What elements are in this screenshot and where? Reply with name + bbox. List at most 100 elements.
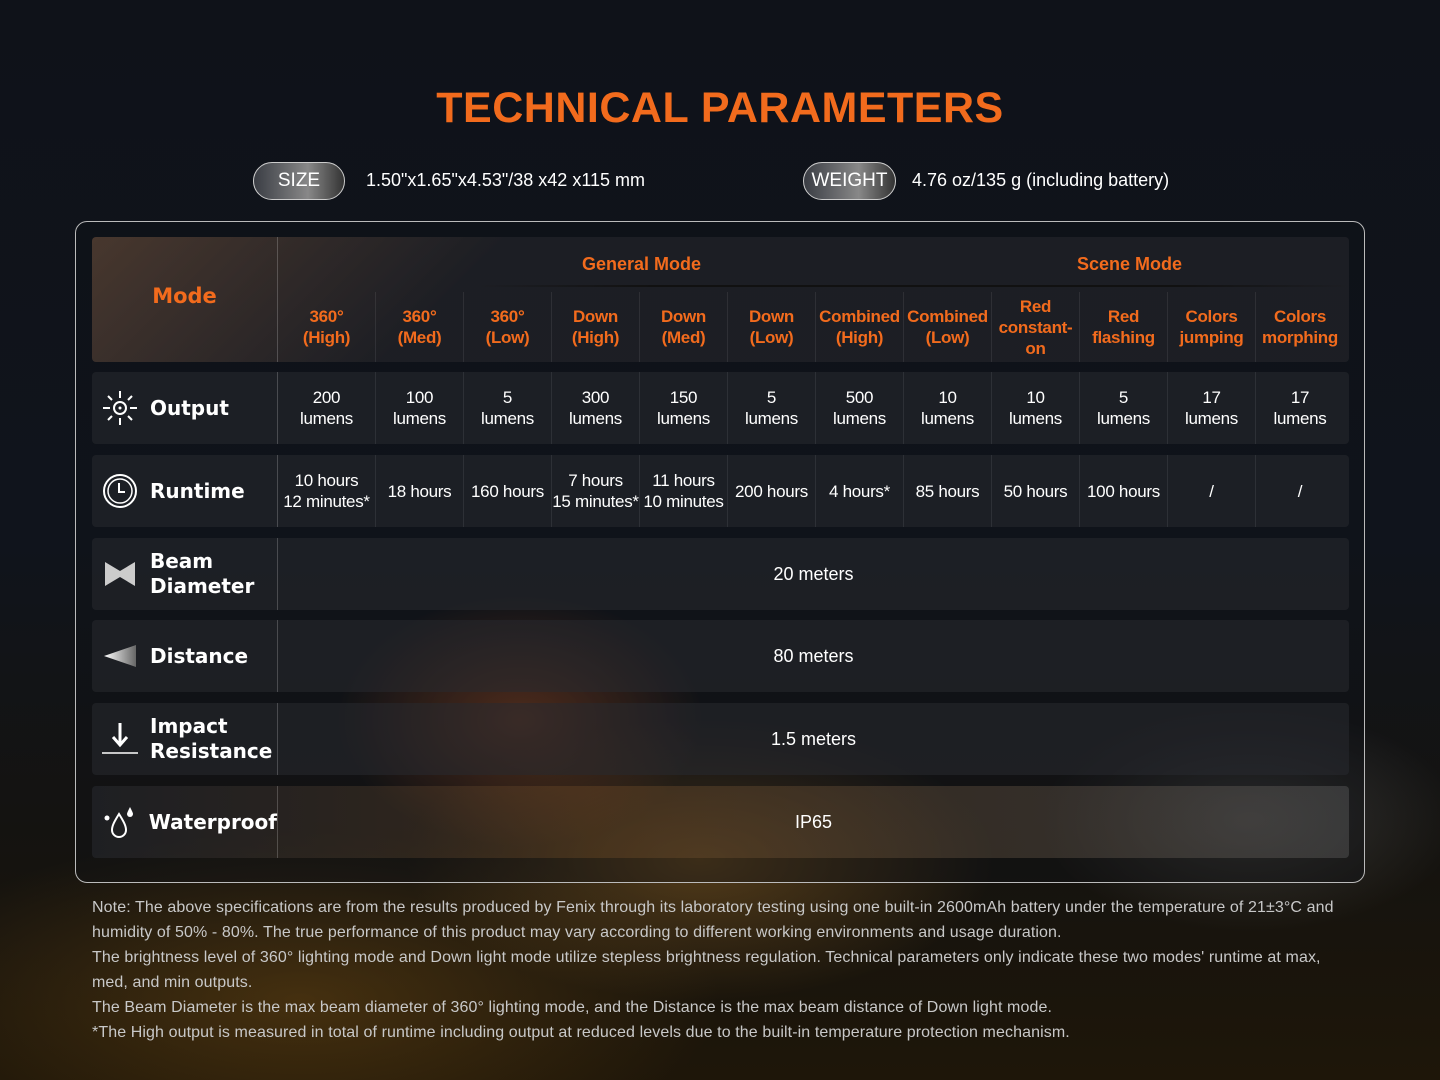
impact-value: 1.5 meters xyxy=(770,728,857,749)
output-cell: 5 lumens xyxy=(464,372,552,444)
runtime-cell-line: / xyxy=(1297,481,1303,501)
column-header: Red flashing xyxy=(1080,292,1168,362)
distance-label: Distance xyxy=(92,620,278,692)
column-header-line: Down xyxy=(660,307,707,326)
output-cell: 17 lumens xyxy=(1168,372,1256,444)
footnotes: Note: The above specifications are from … xyxy=(92,895,1352,1045)
clock-icon xyxy=(100,471,140,511)
output-cell-line: 5 xyxy=(766,388,777,407)
column-header-line: Down xyxy=(748,307,795,326)
output-cell-line: 10 xyxy=(1026,388,1045,407)
column-header-line: 360° xyxy=(309,307,344,326)
runtime-cell: 200 hours xyxy=(728,455,816,527)
column-header-line: (Low) xyxy=(749,328,794,347)
runtime-cell-line: 10 hours xyxy=(294,471,359,490)
beam-diameter-icon xyxy=(100,554,140,594)
output-cell: 300 lumens xyxy=(552,372,640,444)
runtime-cell-line: 15 minutes* xyxy=(552,492,639,511)
column-header: Down (High) xyxy=(552,292,640,362)
output-cell-line: 100 xyxy=(405,388,434,407)
runtime-label: Runtime xyxy=(92,455,278,527)
output-cell: 10 lumens xyxy=(992,372,1080,444)
output-cell: 5 lumens xyxy=(728,372,816,444)
output-cell-line: 17 xyxy=(1290,388,1310,407)
table-header: Mode General Mode Scene Mode 360° (High) 3… xyxy=(92,237,1349,362)
impact-label-line1: Impact xyxy=(150,714,228,738)
output-cell-line: lumens xyxy=(656,409,710,428)
output-cell-line: lumens xyxy=(920,409,974,428)
output-cell-line: 300 xyxy=(581,388,610,407)
output-cell-line: lumens xyxy=(568,409,622,428)
column-header-line: (Med) xyxy=(661,328,706,347)
runtime-cell-line: 200 hours xyxy=(735,481,808,501)
column-header: Colors morphing xyxy=(1256,292,1344,362)
output-cell-line: lumens xyxy=(1096,409,1150,428)
note-1: Note: The above specifications are from … xyxy=(92,899,1334,941)
runtime-cell-line: 7 hours xyxy=(568,471,623,490)
runtime-cell-line: 12 minutes* xyxy=(283,492,370,511)
output-cell-line: 5 xyxy=(1118,388,1129,407)
runtime-cell: 100 hours xyxy=(1080,455,1168,527)
runtime-cell-line: 10 minutes xyxy=(643,492,724,511)
output-cell-line: 200 xyxy=(312,388,341,407)
beam-label-line2: Diameter xyxy=(150,574,255,598)
output-cell-line: 500 xyxy=(845,388,874,407)
waterproof-label: Waterproof xyxy=(92,786,278,858)
runtime-cell: 11 hours 10 minutes xyxy=(640,455,728,527)
distance-label-text: Distance xyxy=(150,643,249,668)
output-label: Output xyxy=(92,372,278,444)
column-header: Combined (High) xyxy=(816,292,904,362)
runtime-cell-line: 4 hours* xyxy=(829,481,890,501)
runtime-cell: / xyxy=(1256,455,1344,527)
output-cell-line: lumens xyxy=(299,409,353,428)
beam-label-line1: Beam xyxy=(150,549,214,573)
output-cell-line: lumens xyxy=(744,409,798,428)
column-header-line: jumping xyxy=(1179,328,1244,347)
runtime-cell: 10 hours 12 minutes* xyxy=(278,455,376,527)
group-scene-mode: Scene Mode xyxy=(1077,254,1183,274)
runtime-cell: 4 hours* xyxy=(816,455,904,527)
row-runtime: Runtime 10 hours 12 minutes* 18 hours 160 h… xyxy=(92,455,1349,527)
output-cell-line: lumens xyxy=(480,409,534,428)
column-header: 360° (High) xyxy=(278,292,376,362)
runtime-cell: / xyxy=(1168,455,1256,527)
column-header-line: (Med) xyxy=(397,328,442,347)
column-header-line: (High) xyxy=(302,328,351,347)
column-header: Colors jumping xyxy=(1168,292,1256,362)
runtime-label-text: Runtime xyxy=(150,478,245,503)
runtime-cell: 7 hours 15 minutes* xyxy=(552,455,640,527)
runtime-cell-line: / xyxy=(1209,481,1214,501)
runtime-cell-line: 11 hours xyxy=(652,471,715,490)
row-output: Output 200 lumens 100 lumens 5 lumens 300 lumen… xyxy=(92,372,1349,444)
output-cell-line: lumens xyxy=(832,409,886,428)
runtime-cell: 18 hours xyxy=(376,455,464,527)
beam-value: 20 meters xyxy=(773,563,854,584)
runtime-cell-line: 50 hours xyxy=(1003,481,1068,501)
column-header: 360° (Med) xyxy=(376,292,464,362)
row-impact-resistance: Impact Resistance 1.5 meters xyxy=(92,703,1349,775)
output-label-text: Output xyxy=(150,395,229,420)
output-cell-line: lumens xyxy=(392,409,446,428)
column-header-line: Combined xyxy=(819,307,900,326)
column-header: Down (Low) xyxy=(728,292,816,362)
runtime-cell: 85 hours xyxy=(904,455,992,527)
column-header-line: on xyxy=(1025,338,1046,358)
column-header-line: (High) xyxy=(571,328,620,347)
size-badge: SIZE xyxy=(253,162,345,200)
header-divider xyxy=(478,285,1349,287)
column-header-line: 360° xyxy=(402,307,437,326)
column-header: Combined (Low) xyxy=(904,292,992,362)
output-cell: 500 lumens xyxy=(816,372,904,444)
column-header-line: Colors xyxy=(1273,307,1327,326)
column-header-line: (Low) xyxy=(925,328,970,347)
weight-value: 4.76 oz/135 g (including battery) xyxy=(912,170,1170,190)
impact-icon xyxy=(100,719,140,759)
waterproof-label-text: Waterproof xyxy=(148,809,277,834)
waterproof-value: IP65 xyxy=(794,811,833,832)
size-value: 1.50"x1.65"x4.53"/38 x42 x115 mm xyxy=(366,170,645,190)
impact-label-text: Impact Resistance xyxy=(150,714,272,764)
distance-icon xyxy=(100,636,140,676)
group-general-mode: General Mode xyxy=(582,254,702,274)
column-header: Red constant-on xyxy=(992,292,1080,362)
row-waterproof: Waterproof IP65 xyxy=(92,786,1349,858)
